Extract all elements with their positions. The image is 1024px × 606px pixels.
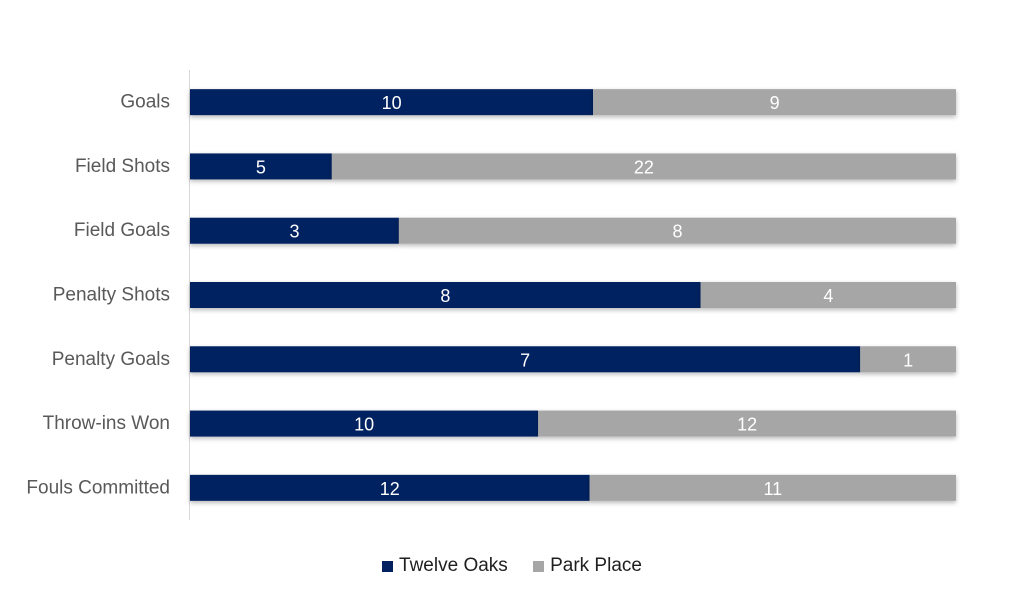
category-label-penalty-shots: Penalty Shots bbox=[53, 285, 170, 306]
value-label-twelve-oaks-field-shots: 5 bbox=[256, 157, 266, 177]
bar-park-place-field-shots bbox=[331, 153, 957, 180]
category-label-goals: Goals bbox=[120, 92, 170, 113]
legend-item-park-place: Park Place bbox=[533, 555, 642, 577]
legend: Twelve Oaks Park Place bbox=[0, 555, 1024, 578]
stacked-bar-chart: 10 9 5 22 3 8 8 4 7 1 10 12 12 11 Goals Field Shots Fie… bbox=[26, 70, 957, 520]
bar-park-place-field-goals bbox=[398, 217, 957, 244]
bars-group: 10 9 5 22 3 8 8 4 7 1 10 12 12 11 bbox=[190, 89, 957, 501]
bar-park-place-penalty-goals bbox=[860, 346, 956, 373]
value-label-twelve-oaks-throw-ins-won: 10 bbox=[354, 415, 374, 435]
bar-twelve-oaks-field-shots bbox=[190, 153, 332, 180]
category-label-fouls-committed: Fouls Committed bbox=[26, 477, 170, 498]
bar-twelve-oaks-throw-ins-won bbox=[190, 410, 539, 437]
bar-park-place-penalty-shots bbox=[700, 282, 956, 308]
value-label-park-place-throw-ins-won: 12 bbox=[737, 415, 757, 435]
value-label-twelve-oaks-penalty-goals: 7 bbox=[520, 350, 530, 370]
value-label-twelve-oaks-goals: 10 bbox=[382, 93, 402, 113]
legend-item-twelve-oaks: Twelve Oaks bbox=[382, 555, 508, 577]
bar-twelve-oaks-penalty-shots bbox=[190, 282, 701, 308]
bar-park-place-goals bbox=[593, 89, 956, 116]
bar-twelve-oaks-goals bbox=[190, 89, 594, 116]
bar-twelve-oaks-penalty-goals bbox=[190, 346, 861, 373]
value-label-park-place-field-goals: 8 bbox=[672, 222, 682, 242]
value-label-park-place-goals: 9 bbox=[770, 93, 780, 113]
legend-label-park-place: Park Place bbox=[550, 555, 642, 576]
value-label-park-place-field-shots: 22 bbox=[634, 157, 654, 177]
category-label-field-goals: Field Goals bbox=[74, 220, 170, 241]
bar-park-place-throw-ins-won bbox=[538, 410, 956, 437]
category-label-throw-ins-won: Throw-ins Won bbox=[43, 413, 170, 434]
value-label-twelve-oaks-field-goals: 3 bbox=[289, 222, 299, 242]
value-label-park-place-fouls-committed: 11 bbox=[763, 479, 782, 499]
value-label-park-place-penalty-shots: 4 bbox=[823, 286, 833, 306]
bar-twelve-oaks-field-goals bbox=[190, 217, 399, 244]
legend-swatch-twelve-oaks bbox=[382, 560, 394, 572]
bar-park-place-fouls-committed bbox=[589, 474, 956, 501]
value-label-park-place-penalty-goals: 1 bbox=[903, 350, 913, 370]
value-label-twelve-oaks-penalty-shots: 8 bbox=[440, 286, 450, 306]
value-label-twelve-oaks-fouls-committed: 12 bbox=[380, 479, 400, 499]
category-label-penalty-goals: Penalty Goals bbox=[52, 349, 170, 370]
legend-swatch-park-place bbox=[533, 560, 545, 572]
category-label-field-shots: Field Shots bbox=[75, 156, 170, 177]
bar-twelve-oaks-fouls-committed bbox=[190, 474, 590, 501]
legend-label-twelve-oaks: Twelve Oaks bbox=[399, 555, 508, 576]
